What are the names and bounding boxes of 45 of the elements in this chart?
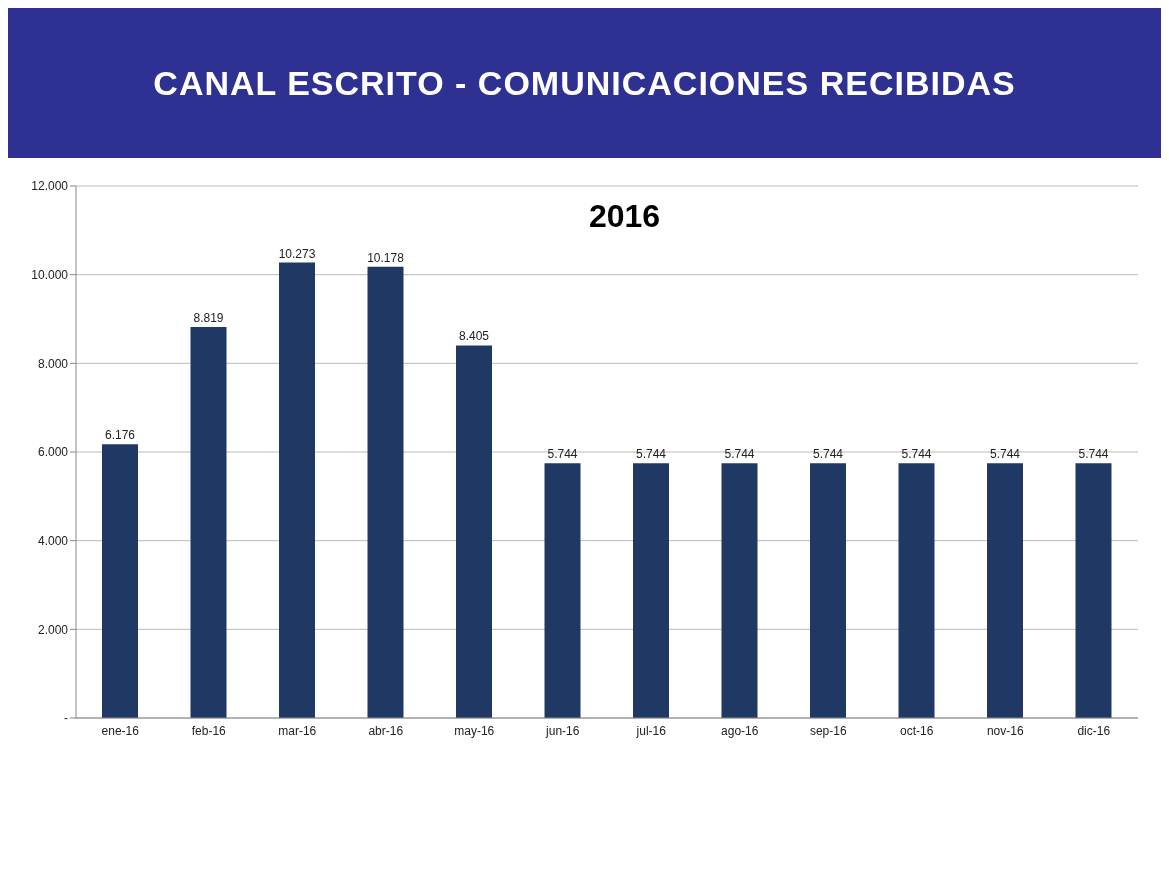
- y-tick-label: 8.000: [37, 356, 69, 371]
- x-tick-label: ago-16: [721, 723, 759, 738]
- y-tick-label: 10.000: [31, 267, 69, 282]
- bar: [721, 463, 758, 718]
- x-tick-label: jul-16: [635, 723, 667, 738]
- bar: [633, 463, 669, 718]
- y-tick-label: 12.000: [31, 179, 69, 194]
- y-tick-label: 6.000: [37, 445, 69, 460]
- data-label: 5.744: [989, 447, 1021, 462]
- bar: [898, 463, 935, 718]
- bar: [1075, 463, 1112, 718]
- x-tick-label: dic-16: [1077, 723, 1111, 738]
- x-tick-label: ene-16: [101, 723, 140, 738]
- bar: [279, 262, 315, 718]
- data-label: 5.744: [547, 447, 578, 462]
- y-tick-label: -: [64, 711, 68, 726]
- x-tick-label: feb-16: [191, 723, 227, 738]
- chart-subtitle: 2016: [587, 198, 662, 235]
- data-label: 5.744: [635, 447, 667, 462]
- data-label: 8.819: [193, 311, 224, 326]
- x-tick-label: may-16: [454, 723, 495, 738]
- data-label: 10.178: [367, 250, 405, 265]
- y-tick-label: 4.000: [37, 533, 69, 548]
- x-tick-label: jun-16: [545, 723, 580, 738]
- y-tick-label: 2.000: [37, 622, 69, 637]
- data-label: 5.744: [1078, 447, 1109, 462]
- bar: [367, 266, 404, 718]
- x-tick-label: mar-16: [278, 723, 317, 738]
- data-label: 10.273: [278, 246, 316, 261]
- data-label: 5.744: [901, 447, 932, 462]
- bar: [102, 444, 138, 718]
- data-label: 6.176: [104, 428, 136, 443]
- bar: [810, 463, 846, 718]
- bar: [544, 463, 581, 718]
- x-tick-label: sep-16: [809, 723, 847, 738]
- data-label: 5.744: [724, 447, 755, 462]
- data-label: 8.405: [458, 329, 490, 344]
- data-label: 5.744: [812, 447, 844, 462]
- x-tick-label: oct-16: [900, 723, 934, 738]
- bar: [190, 327, 227, 718]
- chart-title: CANAL ESCRITO - COMUNICACIONES RECIBIDAS: [8, 8, 1161, 158]
- x-tick-label: nov-16: [986, 723, 1024, 738]
- x-tick-label: abr-16: [368, 723, 404, 738]
- bar: [456, 345, 492, 718]
- bar: [987, 463, 1023, 718]
